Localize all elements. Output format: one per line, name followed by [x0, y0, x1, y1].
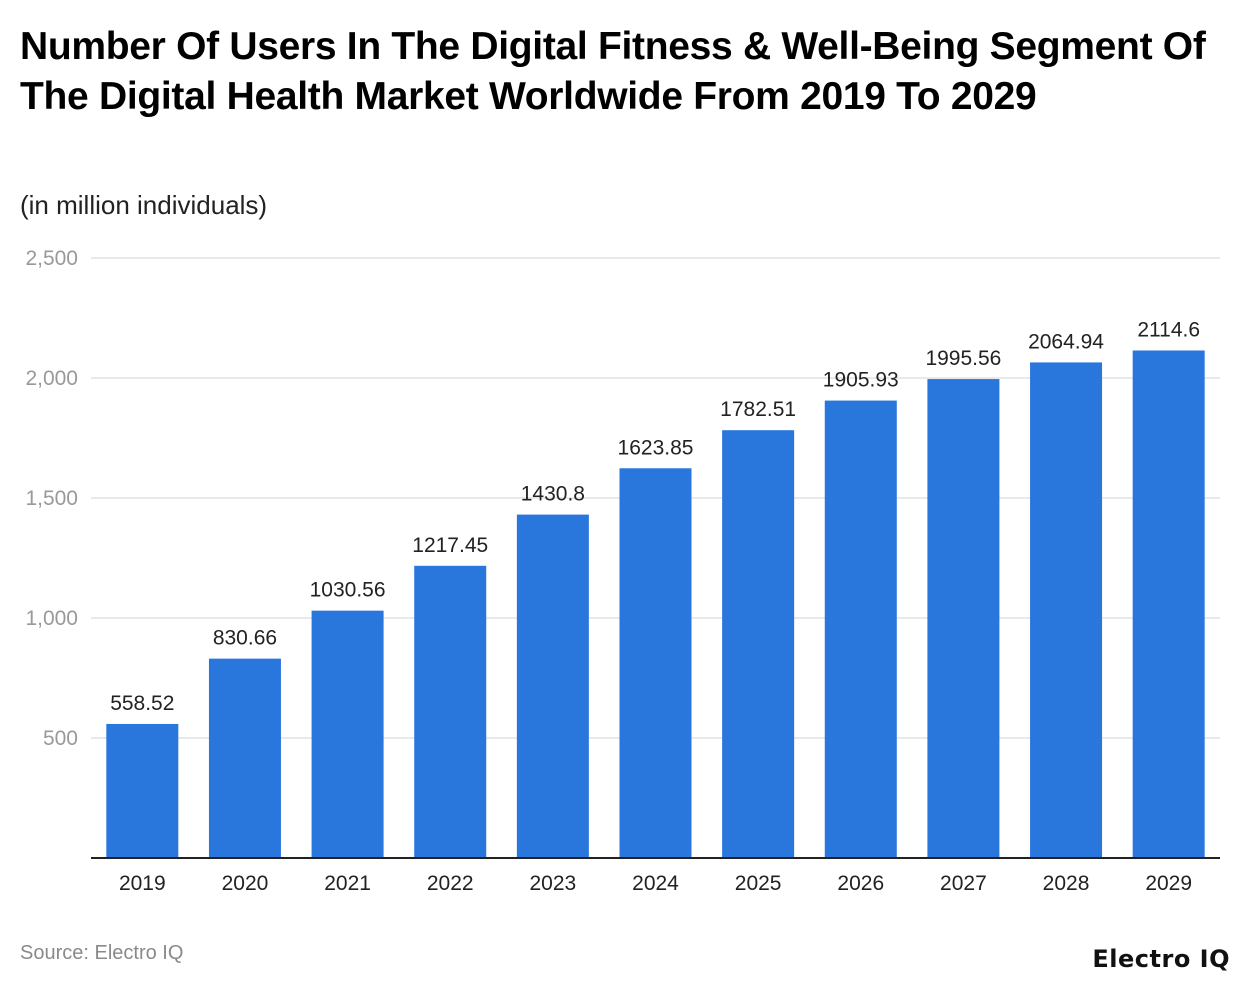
y-tick-label: 500 [43, 727, 78, 750]
x-tick-label: 2027 [940, 872, 987, 895]
x-tick-label: 2026 [837, 872, 884, 895]
x-tick-label: 2029 [1145, 872, 1192, 895]
x-tick-label: 2023 [530, 872, 577, 895]
x-tick-label: 2024 [632, 872, 679, 895]
data-label: 1782.51 [720, 398, 796, 421]
data-label: 2064.94 [1028, 330, 1104, 353]
bar-2021 [311, 610, 384, 858]
data-label: 2114.6 [1137, 318, 1200, 341]
bar-2028 [1030, 362, 1103, 858]
bar-2029 [1132, 350, 1205, 858]
data-label: 558.52 [110, 692, 174, 715]
bar-2023 [516, 514, 589, 858]
electro-iq-logo: Electro IQ [1092, 945, 1230, 973]
source-note: Source: Electro IQ [20, 942, 184, 964]
x-tick-label: 2019 [119, 872, 166, 895]
x-tick-label: 2022 [427, 872, 474, 895]
chart-title: Number Of Users In The Digital Fitness &… [20, 25, 1206, 118]
bar-2026 [824, 400, 897, 858]
x-tick-label: 2020 [222, 872, 269, 895]
bar-2025 [722, 430, 795, 858]
y-tick-label: 1,500 [25, 487, 78, 510]
bar-2022 [414, 565, 487, 858]
data-label: 830.66 [213, 627, 277, 650]
data-label: 1217.45 [412, 534, 488, 557]
data-label: 1030.56 [310, 579, 386, 602]
y-tick-label: 1,000 [25, 607, 78, 630]
bar-2024 [619, 468, 692, 858]
chart-subtitle: (in million individuals) [20, 190, 268, 220]
bar-2027 [927, 379, 1000, 858]
data-label: 1995.56 [925, 347, 1001, 370]
x-tick-label: 2021 [324, 872, 371, 895]
x-tick-label: 2025 [735, 872, 782, 895]
x-tick-label: 2028 [1043, 872, 1090, 895]
data-label: 1430.8 [521, 483, 585, 506]
bar-2019 [106, 723, 179, 858]
data-label: 1905.93 [823, 369, 899, 392]
data-label: 1623.85 [618, 436, 694, 459]
bar-2020 [208, 658, 281, 858]
y-tick-label: 2,000 [25, 367, 78, 390]
y-tick-label: 2,500 [25, 247, 78, 270]
